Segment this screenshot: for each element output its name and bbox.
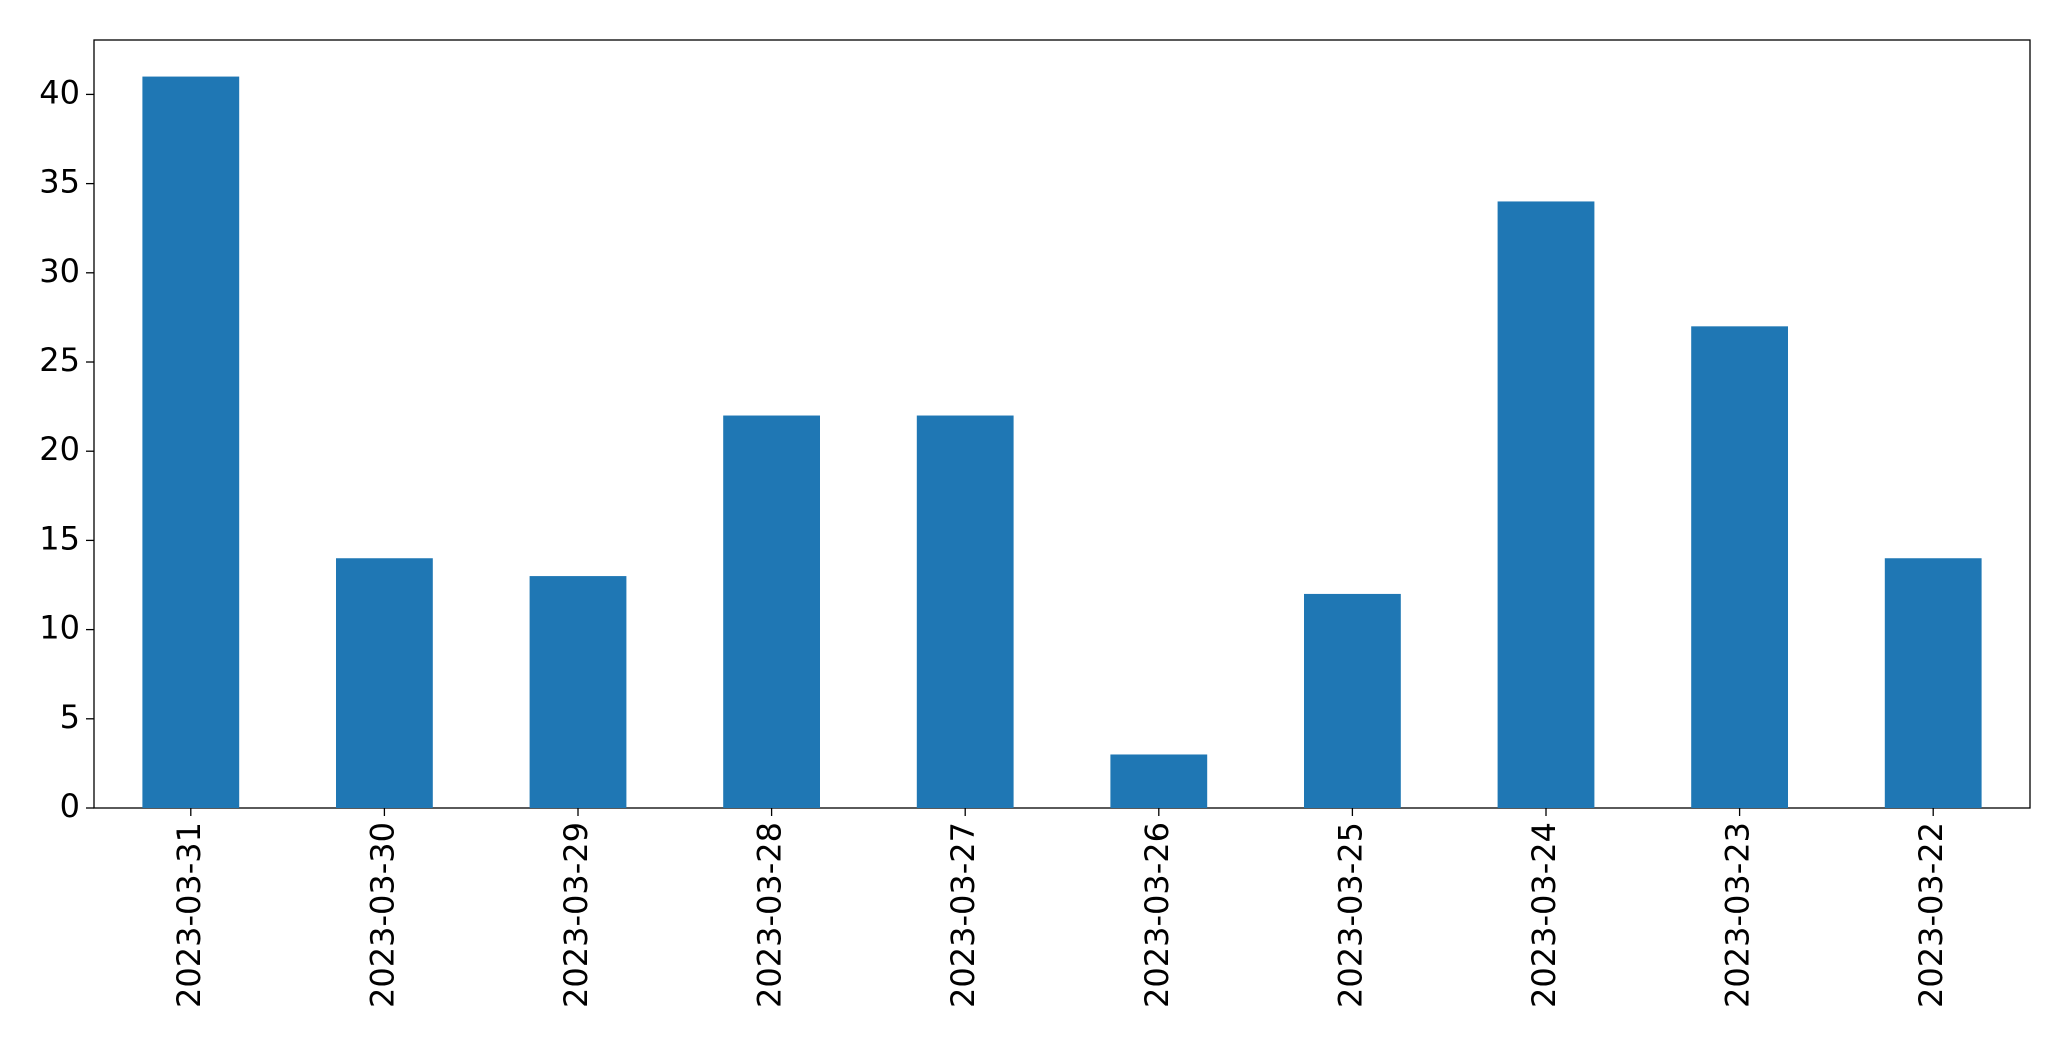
bar (1884, 558, 1982, 808)
bar (1691, 326, 1788, 808)
y-tick-label: 5 (60, 698, 80, 736)
y-tick-label: 30 (39, 252, 80, 290)
bar (336, 558, 433, 808)
x-tick-label: 2023-03-27 (944, 822, 982, 1008)
x-tick-label: 2023-03-30 (363, 822, 401, 1008)
x-tick-label: 2023-03-26 (1138, 822, 1176, 1008)
bar (1497, 201, 1595, 809)
y-tick-label: 0 (60, 787, 80, 825)
x-tick-label: 2023-03-25 (1331, 822, 1369, 1008)
bar (142, 76, 240, 809)
bar (529, 576, 627, 808)
axes-frame (93, 39, 2031, 809)
y-tick-label: 15 (39, 519, 80, 557)
y-tick-label: 40 (39, 73, 80, 111)
y-tick-label: 10 (39, 609, 80, 647)
x-tick-label: 2023-03-28 (751, 822, 789, 1008)
x-tick-label: 2023-03-31 (170, 822, 208, 1008)
y-tick-label: 20 (39, 430, 80, 468)
bar (723, 415, 820, 808)
x-tick-label: 2023-03-22 (1912, 822, 1950, 1008)
x-tick-label: 2023-03-29 (557, 822, 595, 1008)
x-tick-label: 2023-03-24 (1525, 822, 1563, 1008)
x-tick-label: 2023-03-23 (1719, 822, 1757, 1008)
y-tick-label: 25 (39, 341, 80, 379)
bar (916, 415, 1014, 808)
bar (1304, 593, 1401, 808)
bar (1110, 754, 1208, 808)
y-tick-label: 35 (39, 163, 80, 201)
